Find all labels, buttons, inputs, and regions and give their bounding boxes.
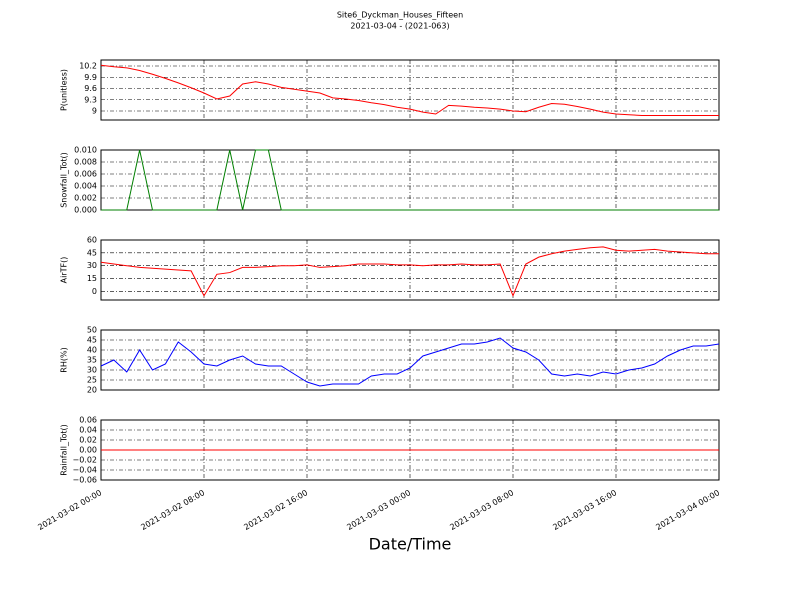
data-line — [100, 64, 719, 116]
y-tick-label: 0.004 — [74, 182, 97, 191]
y-tick-label: −0.02 — [72, 456, 97, 465]
y-tick-label: 20 — [87, 386, 97, 395]
x-tick-label: 2021-03-03 08:00 — [448, 488, 515, 532]
y-tick-label: 9.3 — [84, 95, 97, 104]
y-tick-label: 45 — [87, 248, 97, 257]
data-line — [101, 149, 719, 211]
chart-title: Site6_Dyckman_Houses_Fifteen — [337, 11, 463, 20]
y-tick-label: 0.006 — [74, 170, 97, 179]
y-tick-label: 35 — [87, 356, 97, 365]
y-tick-label: 0 — [92, 287, 97, 296]
y-axis-label: AirTF() — [60, 257, 69, 284]
y-tick-label: 0.000 — [74, 206, 97, 215]
x-tick-label: 2021-03-02 16:00 — [242, 488, 309, 532]
y-tick-label: 15 — [87, 274, 97, 283]
x-tick-label: 2021-03-02 00:00 — [36, 488, 103, 532]
data-line — [100, 337, 720, 387]
chart-subtitle: 2021-03-04 - (2021-063) — [350, 22, 449, 31]
y-axis-label: Snowfall_Tot() — [60, 152, 69, 208]
y-tick-label: 10.2 — [79, 62, 97, 71]
y-tick-label: 60 — [87, 236, 97, 245]
x-tick-label: 2021-03-03 16:00 — [551, 488, 618, 532]
x-tick-label: 2021-03-03 00:00 — [345, 488, 412, 532]
y-tick-label: 50 — [87, 326, 97, 335]
y-tick-label: 0.04 — [79, 426, 97, 435]
y-tick-label: 9.9 — [84, 73, 97, 82]
x-axis-label: Date/Time — [369, 535, 452, 554]
y-tick-label: 0.002 — [74, 194, 97, 203]
y-tick-label: −0.04 — [72, 466, 97, 475]
y-tick-label: 0.06 — [79, 416, 97, 425]
y-axis-label: P(unitless) — [60, 69, 69, 111]
y-axis-label: RH(%) — [60, 347, 69, 372]
y-tick-label: 0.02 — [79, 436, 97, 445]
y-tick-label: 30 — [87, 261, 97, 270]
y-tick-label: 0.010 — [74, 146, 97, 155]
data-line — [100, 246, 719, 298]
y-axis-label: Rainfall_Tot() — [60, 424, 69, 476]
y-tick-label: 45 — [87, 336, 97, 345]
y-tick-label: 30 — [87, 366, 97, 375]
x-tick-label: 2021-03-02 08:00 — [139, 488, 206, 532]
y-tick-label: 9 — [92, 107, 97, 116]
y-tick-label: −0.06 — [72, 476, 97, 485]
y-tick-label: 0.00 — [79, 446, 97, 455]
y-tick-label: 25 — [87, 376, 97, 385]
y-tick-label: 9.6 — [84, 84, 97, 93]
y-tick-label: 0.008 — [74, 158, 97, 167]
x-tick-label: 2021-03-04 00:00 — [654, 488, 721, 532]
y-tick-label: 40 — [87, 346, 97, 355]
